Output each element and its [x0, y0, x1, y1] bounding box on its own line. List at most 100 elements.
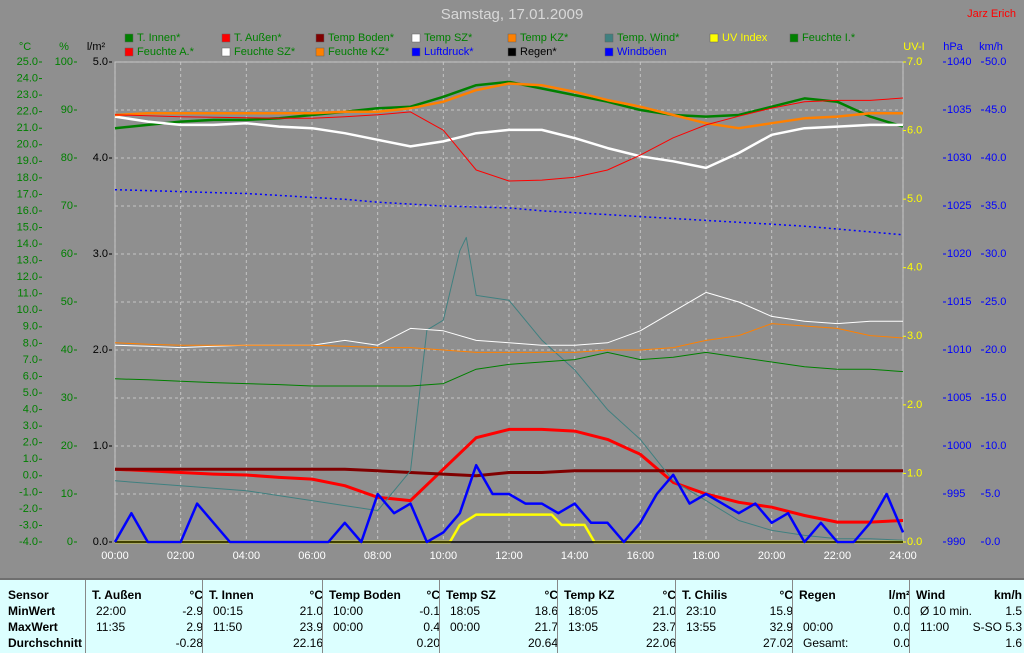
- legend-swatch: [315, 47, 325, 57]
- axis-title: hPa: [943, 41, 963, 53]
- column-separator: [322, 580, 323, 653]
- y-tick-label: -3.0: [19, 519, 38, 531]
- y-tick-label: 0.0: [985, 536, 1000, 548]
- row-label: MinWert: [8, 604, 56, 618]
- series-line: [114, 80, 904, 130]
- y-tick-label: 35.0: [985, 200, 1006, 212]
- y-tick-label: 90: [61, 104, 73, 116]
- y-tick-label: 2.0: [93, 344, 108, 356]
- column-unit: °C: [544, 588, 558, 602]
- y-tick-label: 12.0: [17, 271, 38, 283]
- stat-value: 0.0: [893, 636, 910, 650]
- y-tick-label: 13.0: [17, 255, 38, 267]
- x-tick-label: 12:00: [495, 550, 523, 562]
- legend-label: Feuchte SZ*: [234, 46, 296, 58]
- y-tick-label: 1020: [947, 248, 971, 260]
- y-tick-label: -2.0: [19, 503, 38, 515]
- y-tick-label: 5.0: [985, 488, 1000, 500]
- stat-value: 23.9: [299, 620, 323, 634]
- y-tick-label: 1015: [947, 296, 971, 308]
- column-name: Wind: [916, 588, 946, 602]
- legend-label: Windböen: [617, 46, 667, 58]
- column-unit: °C: [662, 588, 676, 602]
- y-tick-label: -4.0: [19, 536, 38, 548]
- legend-swatch: [221, 47, 231, 57]
- chart: Samstag, 17.01.2009 Jarz Erich 00:00 02:0…: [17, 6, 1016, 562]
- y-tick-label: 1005: [947, 392, 971, 404]
- y-tick-label: 1000: [947, 440, 971, 452]
- y-tick-label: 0.0: [93, 536, 108, 548]
- y-tick-label: 1025: [947, 200, 971, 212]
- y-tick-label: 10: [61, 488, 73, 500]
- column-name: T. Innen: [209, 588, 254, 602]
- series-line: [114, 97, 904, 182]
- stat-time: 22:00: [96, 604, 127, 618]
- row-label: Durchschnitt: [8, 636, 83, 650]
- legend-swatch: [411, 47, 421, 57]
- column-separator: [675, 580, 676, 653]
- stat-value: 0.20: [416, 636, 440, 650]
- y-tick-label: 22.0: [17, 106, 38, 118]
- stat-time: 00:00: [803, 620, 834, 634]
- column-separator: [792, 580, 793, 653]
- stats-table: Sensor MinWert MaxWert Durchschnitt T. Außen…: [0, 578, 1024, 653]
- y-tick-label: -1.0: [19, 486, 38, 498]
- y-tick-label: 7.0: [907, 56, 922, 68]
- x-tick-label: 04:00: [233, 550, 261, 562]
- series-line: [114, 427, 904, 524]
- stat-time: 10:00: [333, 604, 364, 618]
- y-tick-label: 3.0: [907, 330, 922, 342]
- stat-value: 15.9: [769, 604, 793, 618]
- series-line: [114, 82, 903, 130]
- y-tick-label: 3.0: [23, 420, 38, 432]
- legend-label: Temp Boden*: [328, 32, 395, 44]
- y-tick-label: 40: [61, 344, 73, 356]
- series-line: [115, 513, 903, 544]
- y-tick-label: 0.0: [23, 470, 38, 482]
- y-tick-label: 2.0: [907, 399, 922, 411]
- column-separator: [557, 580, 558, 653]
- legend-label: T. Außen*: [234, 32, 282, 44]
- x-tick-label: 02:00: [167, 550, 195, 562]
- stat-value: 22.16: [292, 636, 323, 650]
- legend-swatch: [789, 33, 799, 43]
- y-tick-label: 45.0: [985, 104, 1006, 116]
- legend-label: Feuchte I.*: [802, 32, 856, 44]
- x-tick-label: 16:00: [627, 550, 655, 562]
- x-tick-label: 00:00: [101, 550, 129, 562]
- column-name: Regen: [799, 588, 836, 602]
- stat-time: 23:10: [686, 604, 717, 618]
- column-name: Temp SZ: [446, 588, 496, 602]
- y-tick-label: 20.0: [17, 139, 38, 151]
- stat-time: 13:05: [568, 620, 599, 634]
- legend-swatch: [604, 33, 614, 43]
- column-name: T. Außen: [92, 588, 142, 602]
- legend-label: Regen*: [520, 46, 557, 58]
- stat-value: 32.9: [769, 620, 793, 634]
- legend-swatch: [604, 47, 614, 57]
- x-tick-label: 22:00: [824, 550, 852, 562]
- stat-value: 0.0: [893, 604, 910, 618]
- y-tick-label: 15.0: [17, 221, 38, 233]
- stat-value: 21.0: [652, 604, 676, 618]
- y-tick-label: 70: [61, 200, 73, 212]
- chart-title: Samstag, 17.01.2009: [441, 6, 584, 23]
- axis-title: UV-I: [903, 41, 924, 53]
- stat-time: 11:50: [213, 620, 243, 634]
- column-separator: [202, 580, 203, 653]
- y-tick-label: 3.0: [93, 248, 108, 260]
- y-tick-label: 5.0: [93, 56, 108, 68]
- x-tick-label: 08:00: [364, 550, 392, 562]
- stat-value: -0.28: [175, 636, 203, 650]
- series-line: [114, 115, 903, 170]
- y-tick-label: 990: [947, 536, 965, 548]
- y-tick-label: 6.0: [23, 370, 38, 382]
- column-separator: [85, 580, 86, 653]
- stat-value: 22.06: [645, 636, 676, 650]
- column-unit: l/m²: [888, 588, 910, 602]
- stat-time: 00:00: [333, 620, 364, 634]
- column-name: Temp Boden: [329, 588, 401, 602]
- y-tick-label: 17.0: [17, 188, 38, 200]
- legend-swatch: [411, 33, 421, 43]
- stat-value: 0.0: [893, 620, 910, 634]
